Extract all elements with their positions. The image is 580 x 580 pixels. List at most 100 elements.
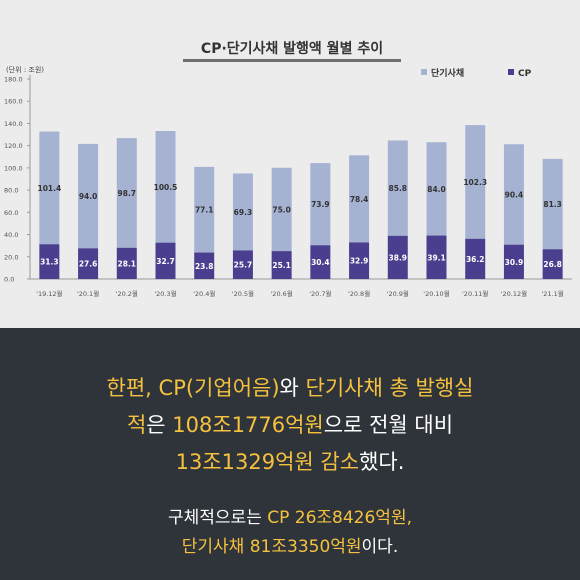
- bar-단기사채: [232, 173, 253, 251]
- bar-단기사채: [503, 144, 524, 245]
- value-label-단기사채: 69.3: [234, 208, 253, 217]
- legend-label-cp: CP: [518, 69, 532, 79]
- value-label-cp: 25.1: [272, 261, 291, 270]
- y-tick-label: 40.0: [4, 231, 18, 239]
- bar-단기사채: [39, 131, 60, 245]
- value-label-cp: 30.9: [505, 258, 524, 267]
- bar-cp: [155, 242, 176, 279]
- bar-단기사채: [310, 163, 331, 246]
- highlighted-text: CP(기업어음): [158, 376, 280, 400]
- value-label-단기사채: 102.3: [463, 178, 487, 187]
- value-label-cp: 28.1: [118, 259, 137, 268]
- x-tick-label: '20.7월: [309, 289, 331, 298]
- headline-line: 적은 108조1776억원으로 전월 대비: [20, 407, 560, 444]
- legend-label-단기사채: 단기사채: [431, 67, 464, 79]
- legend-swatch-단기사채: [421, 69, 427, 75]
- x-tick-label: '20.12월: [501, 289, 527, 298]
- bar-cp: [78, 248, 99, 279]
- bars: 101.4 31.3 94.0 27.6 98.7 28.1 100.5 32.7 77.1 23…: [37, 125, 563, 279]
- bar-cp: [194, 252, 215, 279]
- title-underline: [183, 59, 401, 62]
- headline-line: 한편, CP(기업어음)와 단기사채 총 발행실: [20, 370, 560, 407]
- highlighted-text: 단기사채 81조3350억원: [181, 537, 362, 557]
- unit-label: (단위 : 조원): [6, 65, 44, 74]
- bar-단기사채: [542, 158, 563, 250]
- value-label-cp: 39.1: [427, 253, 446, 262]
- x-tick-label: '20.2월: [116, 289, 138, 298]
- y-tick-label: 120.0: [4, 142, 23, 150]
- x-tick-label: '20.11월: [462, 289, 488, 298]
- bar-cp: [426, 235, 447, 279]
- value-label-단기사채: 94.0: [79, 192, 98, 201]
- value-label-단기사채: 100.5: [154, 183, 178, 192]
- x-tick-label: '20.6월: [271, 289, 293, 298]
- value-label-cp: 38.9: [389, 253, 408, 262]
- bar-단기사채: [426, 142, 447, 236]
- x-tick-label: '20.3월: [154, 289, 176, 298]
- value-label-cp: 32.9: [350, 257, 369, 266]
- y-tick-label: 180.0: [4, 76, 23, 84]
- value-label-cp: 23.8: [195, 262, 214, 271]
- text-segment: 와: [279, 376, 306, 400]
- bar-cp: [387, 235, 408, 279]
- x-tick-label: '20.5월: [232, 289, 254, 298]
- highlighted-text: 한편,: [106, 376, 159, 400]
- value-label-단기사채: 85.8: [389, 184, 408, 193]
- bar-cp: [271, 251, 292, 279]
- caption-panel: 한편, CP(기업어음)와 단기사채 총 발행실 적은 108조1776억원으로 …: [0, 328, 580, 580]
- bar-cp: [116, 247, 137, 279]
- value-label-cp: 27.6: [79, 260, 98, 269]
- x-tick-label: '20.1월: [77, 289, 99, 298]
- highlighted-text: 108조1776억원: [172, 413, 324, 437]
- x-tick-label: '21.1월: [542, 289, 564, 298]
- bar-단기사채: [465, 125, 486, 239]
- value-label-단기사채: 98.7: [118, 189, 137, 198]
- value-label-cp: 32.7: [156, 257, 175, 266]
- bar-단기사채: [116, 138, 137, 248]
- value-label-단기사채: 78.4: [350, 195, 369, 204]
- x-tick-label: '20.8월: [348, 289, 370, 298]
- text-segment: 했다.: [359, 450, 405, 474]
- bar-cp: [465, 238, 486, 279]
- bar-단기사채: [78, 143, 99, 249]
- value-label-단기사채: 73.9: [311, 200, 330, 209]
- value-label-cp: 25.7: [234, 261, 253, 270]
- y-tick-label: 160.0: [4, 98, 23, 106]
- chart-title: CP·단기사채 발행액 월별 추이: [201, 40, 383, 57]
- bar-단기사채: [349, 155, 370, 243]
- value-label-cp: 36.2: [466, 255, 485, 264]
- bar-cp: [39, 244, 60, 279]
- y-tick-label: 20.0: [4, 253, 18, 261]
- highlighted-text: CP 26조8426억원,: [267, 508, 412, 528]
- detail-line: 단기사채 81조3350억원이다.: [20, 533, 560, 562]
- headline-line: 13조1329억원 감소했다.: [20, 444, 560, 481]
- value-label-단기사채: 84.0: [427, 185, 446, 194]
- text-segment: 은: [146, 413, 173, 437]
- value-label-cp: 30.4: [311, 258, 330, 267]
- value-label-cp: 26.8: [543, 260, 562, 269]
- bar-단기사채: [155, 131, 176, 243]
- text-segment: 이다.: [361, 537, 399, 557]
- value-label-cp: 31.3: [40, 258, 59, 267]
- bar-단기사채: [194, 166, 215, 253]
- value-label-단기사채: 90.4: [505, 190, 524, 199]
- x-tick-label: '20.10월: [423, 289, 449, 298]
- highlighted-text: 13조1329억원 감소: [175, 450, 360, 474]
- text-segment: 으로 전월 대비: [323, 413, 454, 437]
- bar-cp: [310, 245, 331, 279]
- y-tick-label: 80.0: [4, 187, 18, 195]
- bar-cp: [349, 242, 370, 279]
- bar-cp: [542, 249, 563, 279]
- highlighted-text: 단기사채 총 발행실: [305, 376, 474, 400]
- chart-panel: CP·단기사채 발행액 월별 추이 (단위 : 조원) 단기사채 CP 0.0 20…: [0, 0, 580, 328]
- value-label-단기사채: 77.1: [195, 206, 214, 215]
- y-tick-label: 0.0: [4, 276, 14, 284]
- detail-line: 구체적으로는 CP 26조8426억원,: [20, 504, 560, 533]
- stacked-bar-chart: CP·단기사채 발행액 월별 추이 (단위 : 조원) 단기사채 CP 0.0 20…: [4, 40, 572, 298]
- x-tick-label: '20.9월: [387, 289, 409, 298]
- x-axis-labels: '19.12월 '20.1월 '20.2월 '20.3월 '20.4월 '20.5월 '20…: [36, 289, 564, 298]
- bar-cp: [503, 244, 524, 279]
- value-label-단기사채: 75.0: [272, 205, 291, 214]
- detail-text: 구체적으로는 CP 26조8426억원, 단기사채 81조3350억원이다.: [20, 504, 560, 562]
- highlighted-text: 적: [126, 413, 147, 437]
